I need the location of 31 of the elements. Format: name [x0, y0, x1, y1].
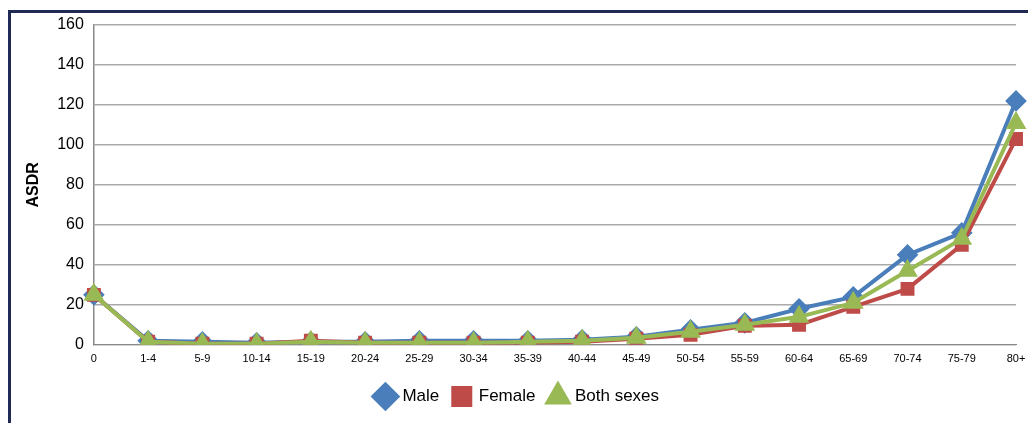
legend-label: Both sexes — [574, 386, 660, 406]
y-tick-label: 120 — [57, 95, 84, 113]
x-tick-label: 50-54 — [676, 352, 705, 365]
x-tick-label: 35-39 — [513, 352, 542, 365]
legend-label: Male — [402, 386, 440, 406]
y-tick-label: 140 — [57, 55, 84, 73]
legend-label: Female — [478, 386, 536, 406]
x-tick-label: 60-64 — [784, 352, 814, 365]
y-tick-label: 0 — [74, 335, 84, 353]
y-tick-label: 60 — [66, 215, 84, 233]
x-tick-label: 5-9 — [194, 352, 211, 365]
x-tick-label: 20-24 — [351, 352, 380, 365]
x-tick-label: 65-69 — [839, 352, 868, 365]
x-tick-label: 10-14 — [242, 352, 271, 365]
x-tick-label: 15-19 — [296, 352, 325, 365]
x-tick-label: 80+ — [1006, 352, 1026, 365]
y-axis-title: ASDR — [24, 161, 42, 208]
x-tick-label: 30-34 — [459, 352, 488, 365]
x-tick-label: 1-4 — [140, 352, 157, 365]
x-tick-label: 0 — [90, 352, 97, 365]
x-tick-label: 45-49 — [622, 352, 651, 365]
y-tick-label: 100 — [57, 135, 84, 153]
x-tick-label: 40-44 — [568, 352, 597, 365]
x-tick-label: 25-29 — [405, 352, 434, 365]
x-tick-label: 70-74 — [893, 352, 922, 365]
x-tick-label: 55-59 — [730, 352, 759, 365]
x-tick-label: 75-79 — [947, 352, 976, 365]
y-tick-label: 80 — [66, 175, 84, 193]
y-tick-label: 160 — [57, 15, 84, 33]
y-tick-label: 40 — [66, 255, 84, 273]
y-tick-label: 20 — [66, 295, 84, 313]
